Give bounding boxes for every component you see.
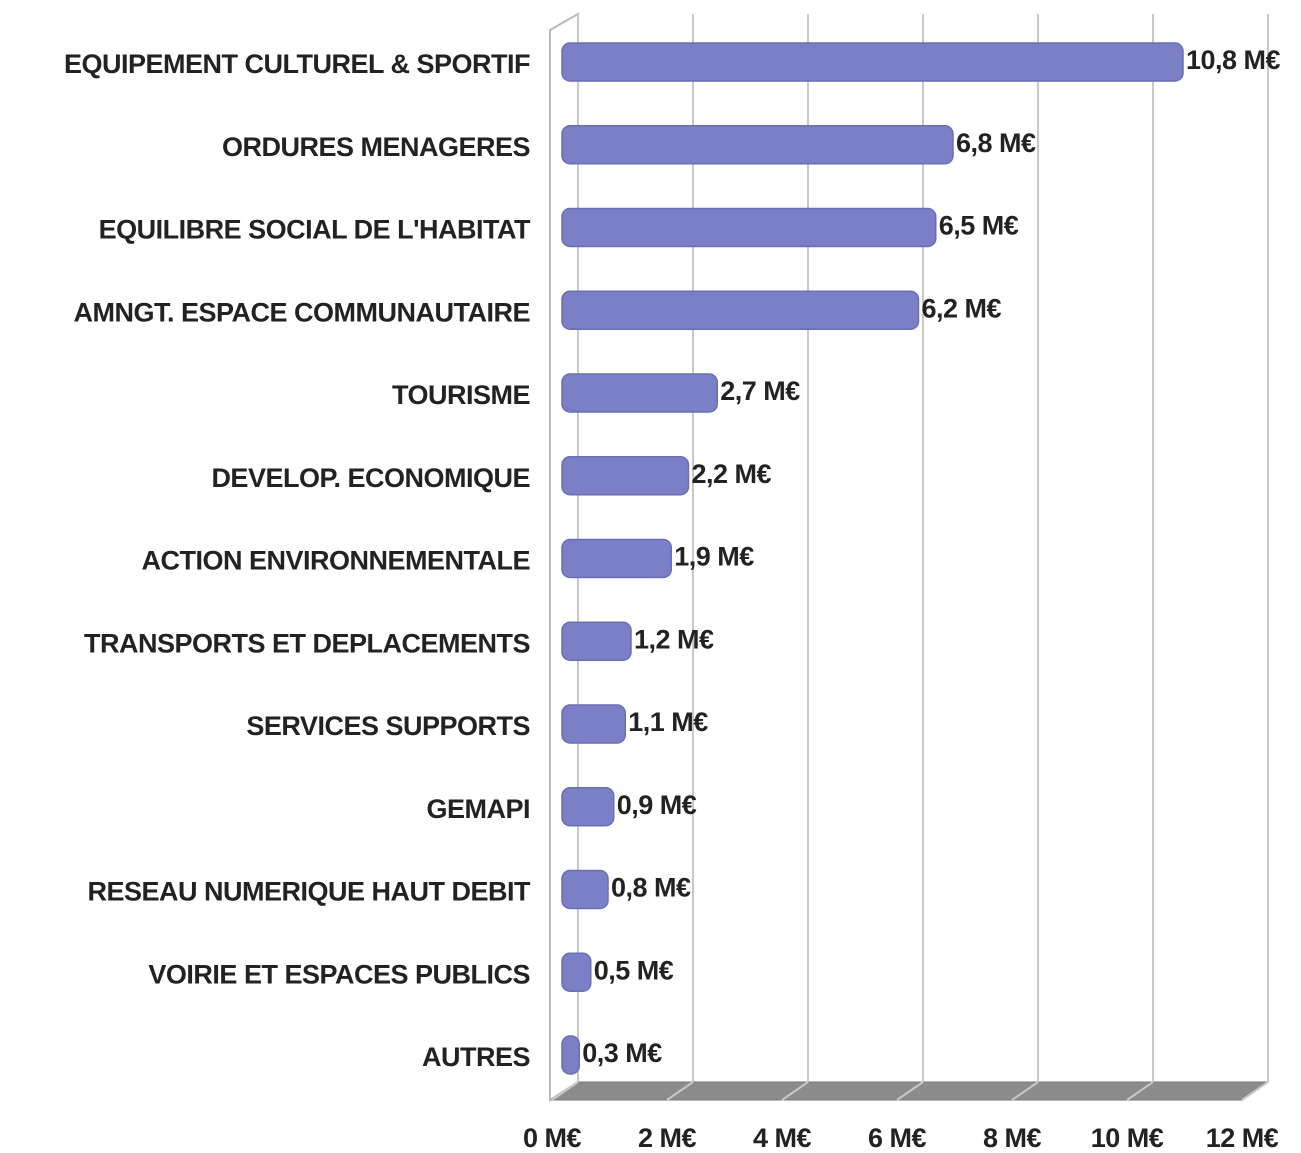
bar <box>561 456 690 496</box>
x-tick-label: 6 M€ <box>868 1123 927 1153</box>
x-tick-label: 10 M€ <box>1091 1123 1164 1153</box>
value-label: 6,5 M€ <box>939 211 1019 241</box>
bar <box>561 373 718 413</box>
value-label: 0,5 M€ <box>594 955 674 985</box>
category-label: SERVICES SUPPORTS <box>246 711 530 741</box>
bar <box>561 125 954 165</box>
x-tick-label: 2 M€ <box>638 1123 697 1153</box>
value-label: 0,8 M€ <box>611 873 691 903</box>
value-label: 2,7 M€ <box>720 376 800 406</box>
floor-tick <box>1126 1081 1154 1101</box>
category-label: RESEAU NUMERIQUE HAUT DEBIT <box>87 877 531 907</box>
category-label: GEMAPI <box>426 794 530 824</box>
x-tick-label: 8 M€ <box>983 1123 1042 1153</box>
bar <box>561 1035 580 1075</box>
value-label: 0,3 M€ <box>582 1038 662 1068</box>
category-label: ACTION ENVIRONNEMENTALE <box>141 546 530 576</box>
floor-tick <box>781 1081 809 1101</box>
category-label: EQUILIBRE SOCIAL DE L'HABITAT <box>99 215 531 245</box>
bar <box>561 787 615 827</box>
bar <box>561 952 592 992</box>
value-label: 10,8 M€ <box>1186 45 1281 75</box>
category-label: AUTRES <box>422 1042 530 1072</box>
category-label: TRANSPORTS ET DEPLACEMENTS <box>84 628 530 658</box>
value-label: 1,9 M€ <box>674 542 754 572</box>
value-label: 1,1 M€ <box>628 707 708 737</box>
x-tick-label: 0 M€ <box>523 1123 582 1153</box>
value-label: 0,9 M€ <box>617 790 697 820</box>
x-tick-label: 12 M€ <box>1206 1123 1279 1153</box>
category-label: EQUIPEMENT CULTUREL & SPORTIF <box>64 49 530 79</box>
floor-tick <box>666 1081 694 1101</box>
floor-tick <box>896 1081 924 1101</box>
category-label: VOIRIE ET ESPACES PUBLICS <box>148 959 530 989</box>
category-label: ORDURES MENAGERES <box>222 132 530 162</box>
bar <box>561 290 920 330</box>
value-label: 6,2 M€ <box>922 293 1002 323</box>
category-label: TOURISME <box>392 380 530 410</box>
floor-tick <box>1011 1081 1039 1101</box>
bar <box>561 42 1184 82</box>
x-tick-label: 4 M€ <box>753 1123 812 1153</box>
bar <box>561 621 632 661</box>
floor-tick <box>551 1081 579 1101</box>
category-label: AMNGT. ESPACE COMMUNAUTAIRE <box>74 297 531 327</box>
category-label: DEVELOP. ECONOMIQUE <box>211 463 530 493</box>
value-label: 6,8 M€ <box>956 128 1036 158</box>
bar <box>561 704 626 744</box>
bar <box>561 869 609 910</box>
value-label: 1,2 M€ <box>634 624 714 654</box>
value-label: 2,2 M€ <box>692 459 772 489</box>
bar <box>561 207 937 248</box>
bar <box>561 538 672 579</box>
floor-tick <box>1241 1081 1269 1101</box>
